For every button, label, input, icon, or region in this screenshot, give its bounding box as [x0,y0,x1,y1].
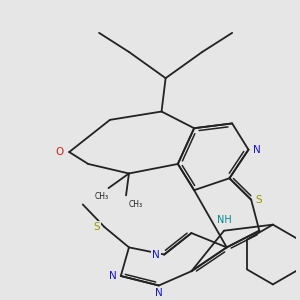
Text: N: N [152,250,160,260]
Text: S: S [256,195,262,205]
Text: S: S [94,222,100,232]
Text: N: N [253,145,261,155]
Text: CH₃: CH₃ [129,200,143,209]
Text: CH₃: CH₃ [94,193,109,202]
Text: N: N [109,271,116,281]
Text: NH: NH [217,215,231,225]
Text: N: N [155,288,163,298]
Text: O: O [55,147,63,157]
